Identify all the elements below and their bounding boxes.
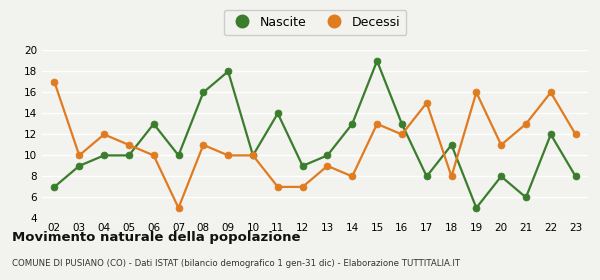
Nascite [274,112,281,115]
Nascite [523,196,530,199]
Nascite [125,154,133,157]
Decessi [448,175,455,178]
Nascite [150,122,157,125]
Legend: Nascite, Decessi: Nascite, Decessi [224,10,406,35]
Nascite [373,59,380,63]
Nascite [349,122,356,125]
Nascite [547,133,554,136]
Decessi [324,164,331,167]
Decessi [274,185,281,189]
Decessi [349,175,356,178]
Decessi [547,91,554,94]
Decessi [76,154,83,157]
Nascite [497,175,505,178]
Decessi [51,80,58,84]
Decessi [523,122,530,125]
Decessi [423,101,430,105]
Nascite [398,122,406,125]
Nascite [200,91,207,94]
Nascite [299,164,306,167]
Decessi [373,122,380,125]
Nascite [76,164,83,167]
Nascite [423,175,430,178]
Nascite [100,154,107,157]
Decessi [250,154,257,157]
Decessi [398,133,406,136]
Nascite [175,154,182,157]
Decessi [150,154,157,157]
Decessi [125,143,133,147]
Line: Nascite: Nascite [51,57,579,211]
Nascite [572,175,579,178]
Decessi [299,185,306,189]
Decessi [200,143,207,147]
Nascite [51,185,58,189]
Decessi [224,154,232,157]
Nascite [250,154,257,157]
Decessi [497,143,505,147]
Text: Movimento naturale della popolazione: Movimento naturale della popolazione [12,231,301,244]
Decessi [473,91,480,94]
Nascite [224,70,232,73]
Nascite [324,154,331,157]
Decessi [572,133,579,136]
Line: Decessi: Decessi [51,78,579,211]
Text: COMUNE DI PUSIANO (CO) - Dati ISTAT (bilancio demografico 1 gen-31 dic) - Elabor: COMUNE DI PUSIANO (CO) - Dati ISTAT (bil… [12,259,460,268]
Decessi [175,206,182,209]
Nascite [473,206,480,209]
Nascite [448,143,455,147]
Decessi [100,133,107,136]
